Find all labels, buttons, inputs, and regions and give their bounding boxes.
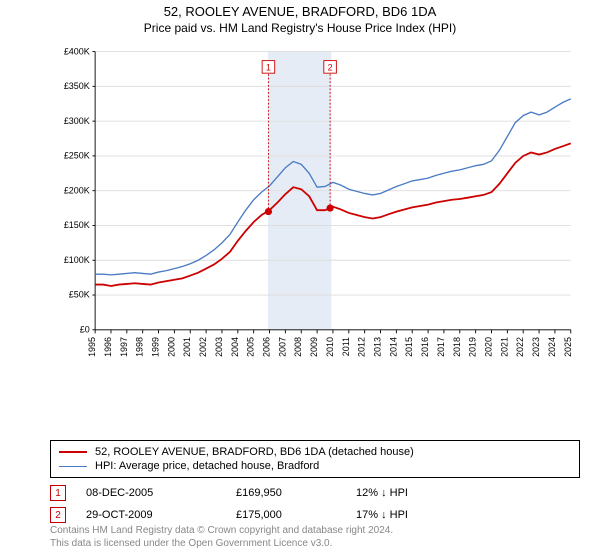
series-hpi_average [95, 99, 571, 275]
x-tick-label: 2021 [499, 337, 509, 357]
x-tick-label: 2002 [198, 337, 208, 357]
x-tick-label: 2022 [515, 337, 525, 357]
marker-price: £169,950 [236, 487, 336, 499]
y-tick-label: £400K [64, 48, 90, 56]
x-tick-label: 2005 [246, 337, 256, 357]
marker-label-text: 2 [328, 62, 333, 72]
x-tick-label: 1996 [103, 337, 113, 357]
x-tick-label: 2008 [293, 337, 303, 357]
marker-table-row: 1 08-DEC-2005 £169,950 12% ↓ HPI [50, 482, 580, 504]
footer-attribution: Contains HM Land Registry data © Crown c… [50, 524, 580, 550]
series-property_price [95, 143, 571, 286]
x-tick-label: 2024 [547, 337, 557, 357]
x-tick-label: 2003 [214, 337, 224, 357]
x-tick-label: 2001 [182, 337, 192, 357]
y-tick-label: £50K [69, 290, 90, 300]
marker-price: £175,000 [236, 509, 336, 521]
x-tick-label: 2006 [262, 337, 272, 357]
x-tick-label: 2015 [404, 337, 414, 357]
x-tick-label: 2019 [468, 337, 478, 357]
legend-swatch [59, 466, 87, 467]
x-tick-label: 1997 [119, 337, 129, 357]
x-tick-label: 2010 [325, 337, 335, 357]
price-chart: £0 £50K £100K £150K £200K £250K £300K £350K £400… [50, 48, 580, 398]
y-tick-label: £200K [64, 185, 90, 195]
x-tick-label: 2020 [483, 337, 493, 357]
marker-id-box: 2 [50, 507, 66, 523]
marker-date: 08-DEC-2005 [86, 487, 216, 499]
x-tick-label: 1999 [151, 337, 161, 357]
marker-table: 1 08-DEC-2005 £169,950 12% ↓ HPI 2 29-OCT-200… [50, 482, 580, 526]
y-tick-label: £150K [64, 220, 90, 230]
x-tick-label: 2025 [563, 337, 573, 357]
marker-label-text: 1 [266, 62, 271, 72]
y-tick-label: £350K [64, 81, 90, 91]
x-tick-label: 2007 [277, 337, 287, 357]
legend-item: 52, ROOLEY AVENUE, BRADFORD, BD6 1DA (de… [59, 445, 571, 459]
marker-diff: 12% ↓ HPI [356, 487, 476, 499]
x-tick-label: 2016 [420, 337, 430, 357]
legend-swatch [59, 451, 87, 453]
y-tick-label: £250K [64, 151, 90, 161]
page-subtitle: Price paid vs. HM Land Registry's House … [0, 21, 600, 35]
marker-dot [265, 208, 272, 215]
y-tick-label: £0 [80, 324, 90, 334]
footer-line-1: Contains HM Land Registry data © Crown c… [50, 524, 580, 537]
marker-diff: 17% ↓ HPI [356, 509, 476, 521]
legend-label: 52, ROOLEY AVENUE, BRADFORD, BD6 1DA (de… [95, 446, 414, 458]
marker-table-row: 2 29-OCT-2009 £175,000 17% ↓ HPI [50, 504, 580, 526]
x-tick-label: 2013 [373, 337, 383, 357]
legend: 52, ROOLEY AVENUE, BRADFORD, BD6 1DA (de… [50, 440, 580, 478]
x-tick-label: 2017 [436, 337, 446, 357]
x-tick-label: 2011 [341, 337, 351, 356]
footer-line-2: This data is licensed under the Open Gov… [50, 537, 580, 550]
x-tick-label: 2018 [452, 337, 462, 357]
y-tick-label: £300K [64, 116, 90, 126]
x-tick-label: 2000 [166, 337, 176, 357]
legend-item: HPI: Average price, detached house, Brad… [59, 459, 571, 473]
marker-dot [327, 204, 334, 211]
y-tick-label: £100K [64, 255, 90, 265]
legend-label: HPI: Average price, detached house, Brad… [95, 460, 319, 472]
x-tick-label: 2023 [531, 337, 541, 357]
marker-date: 29-OCT-2009 [86, 509, 216, 521]
x-tick-label: 1995 [87, 337, 97, 357]
marker-id-box: 1 [50, 485, 66, 501]
x-tick-label: 2009 [309, 337, 319, 357]
x-tick-label: 1998 [135, 337, 145, 357]
x-tick-label: 2014 [388, 337, 398, 357]
x-tick-label: 2004 [230, 337, 240, 357]
x-tick-label: 2012 [357, 337, 367, 357]
page-title: 52, ROOLEY AVENUE, BRADFORD, BD6 1DA [0, 4, 600, 19]
